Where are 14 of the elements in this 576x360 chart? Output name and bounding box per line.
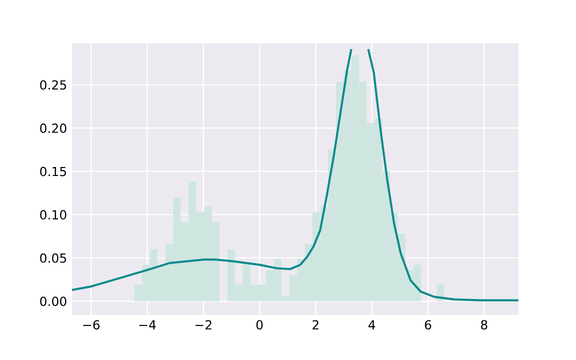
y-tick-label: 0.20 (40, 124, 66, 133)
y-tick-label: 0.25 (40, 80, 66, 90)
y-tick-label: 0.05 (40, 253, 66, 263)
x-tick-label: 0 (256, 320, 263, 330)
x-tick-label: 8 (481, 320, 488, 330)
y-tick-label: 0.10 (40, 210, 66, 220)
y-tick-label: 0.00 (40, 296, 66, 306)
x-tick-label: 6 (424, 320, 432, 330)
x-tick-label: 4 (368, 320, 376, 330)
y-tick-label: 0.15 (40, 166, 66, 176)
x-tick-label: 2 (312, 320, 318, 330)
x-tick-label: −2 (196, 320, 212, 330)
x-tick-label: −4 (139, 320, 156, 330)
x-tick-label: −6 (83, 320, 100, 330)
